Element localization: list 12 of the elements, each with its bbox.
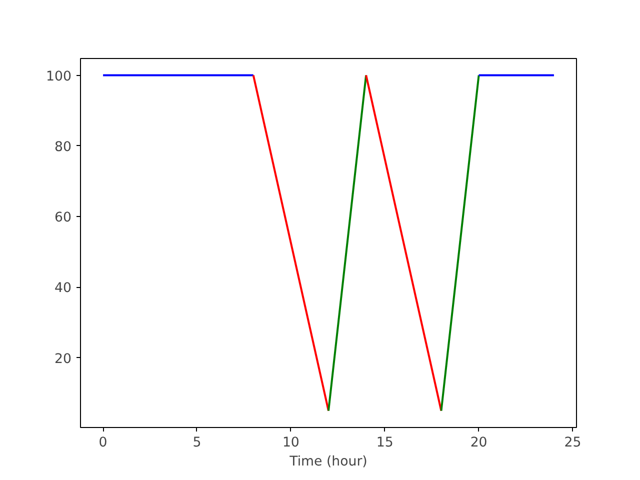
- y-tick-label: 80: [54, 140, 72, 155]
- x-axis-title: Time (hour): [288, 454, 368, 470]
- x-tick-label: 5: [192, 436, 202, 450]
- x-tick-label: 0: [98, 436, 108, 450]
- y-tick-label: 20: [54, 352, 72, 367]
- x-tick-label: 25: [564, 436, 582, 450]
- y-tick-label: 40: [54, 281, 72, 296]
- y-tick-label: 100: [46, 69, 72, 84]
- x-tick-label: 15: [376, 436, 394, 450]
- y-tick-label: 60: [54, 210, 72, 226]
- x-tick-label: 20: [470, 436, 488, 450]
- x-tick-label: 10: [282, 436, 300, 450]
